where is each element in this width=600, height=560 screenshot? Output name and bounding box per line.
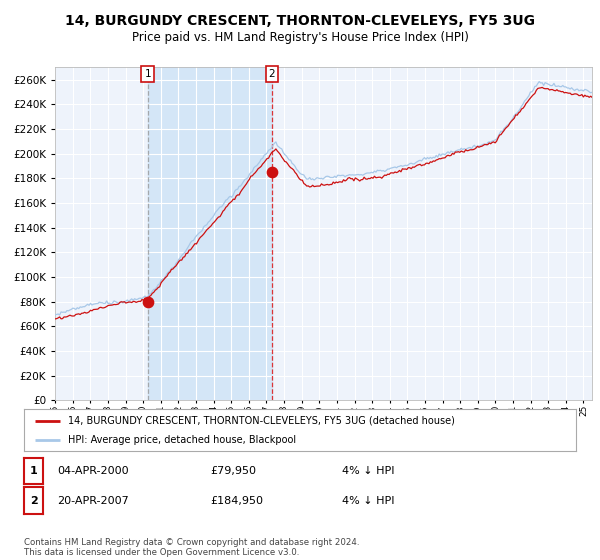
Text: 1: 1 [30, 466, 37, 476]
Text: Contains HM Land Registry data © Crown copyright and database right 2024.
This d: Contains HM Land Registry data © Crown c… [24, 538, 359, 557]
Text: 14, BURGUNDY CRESCENT, THORNTON-CLEVELEYS, FY5 3UG (detached house): 14, BURGUNDY CRESCENT, THORNTON-CLEVELEY… [68, 416, 455, 426]
Text: 4% ↓ HPI: 4% ↓ HPI [342, 496, 395, 506]
Point [267, 167, 277, 176]
Text: Price paid vs. HM Land Registry's House Price Index (HPI): Price paid vs. HM Land Registry's House … [131, 31, 469, 44]
Bar [148, 67, 272, 400]
Text: 14, BURGUNDY CRESCENT, THORNTON-CLEVELEYS, FY5 3UG: 14, BURGUNDY CRESCENT, THORNTON-CLEVELEY… [65, 14, 535, 28]
Text: £79,950: £79,950 [210, 466, 256, 476]
Text: 2: 2 [30, 496, 37, 506]
Text: 04-APR-2000: 04-APR-2000 [57, 466, 128, 476]
Text: HPI: Average price, detached house, Blackpool: HPI: Average price, detached house, Blac… [68, 435, 296, 445]
Text: 20-APR-2007: 20-APR-2007 [57, 496, 129, 506]
Text: £184,950: £184,950 [210, 496, 263, 506]
Point [143, 297, 152, 306]
Text: 1: 1 [145, 69, 151, 79]
Text: 4% ↓ HPI: 4% ↓ HPI [342, 466, 395, 476]
Text: 2: 2 [268, 69, 275, 79]
